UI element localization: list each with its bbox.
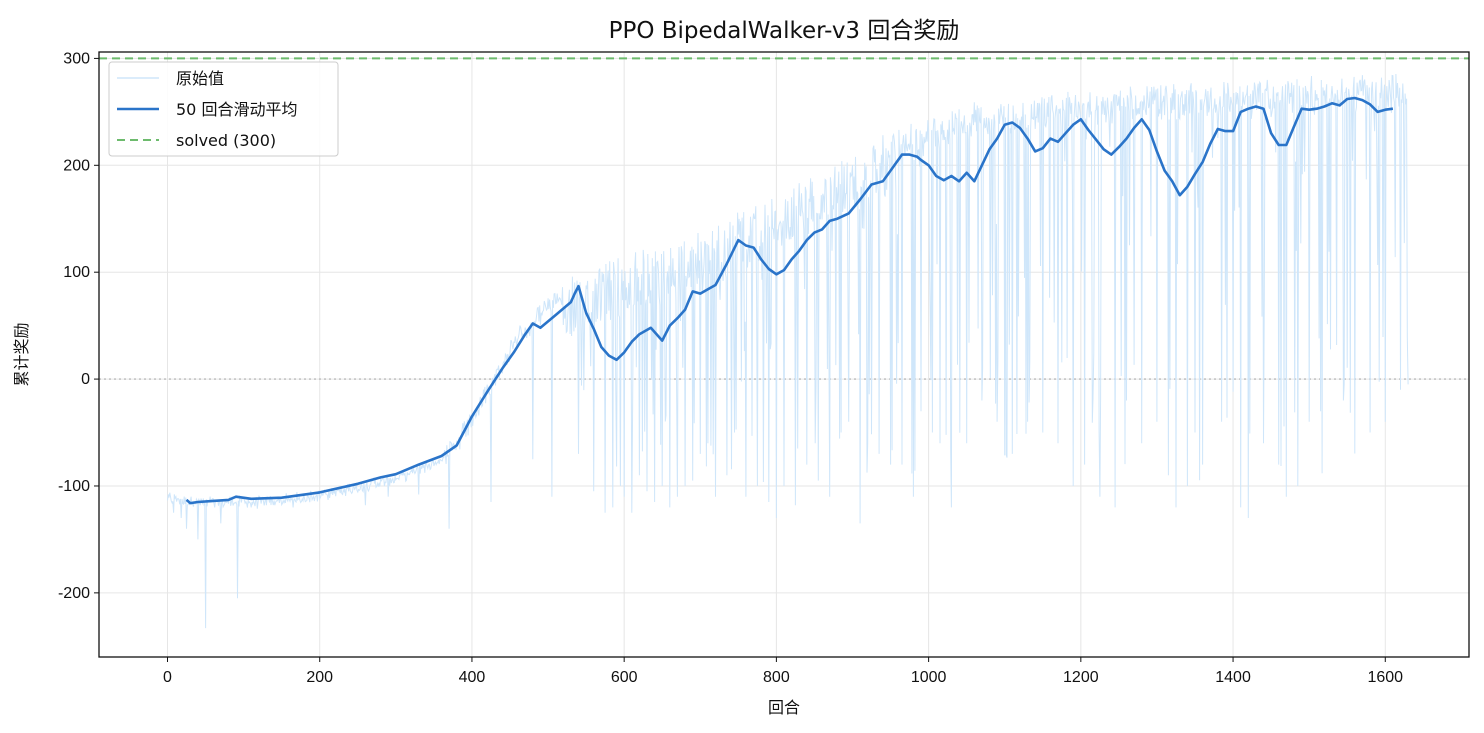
moving-average-series bbox=[185, 96, 1394, 505]
moving-average-line bbox=[185, 96, 1394, 505]
x-tick-label: 600 bbox=[611, 669, 638, 686]
raw-series bbox=[167, 73, 1409, 629]
y-tick-label: 100 bbox=[63, 264, 90, 281]
x-tick-label: 200 bbox=[306, 669, 333, 686]
x-tick-label: 1400 bbox=[1215, 669, 1251, 686]
y-tick-label: 0 bbox=[81, 371, 90, 388]
x-tick-label: 1600 bbox=[1367, 669, 1403, 686]
x-tick-label: 800 bbox=[763, 669, 790, 686]
y-tick-label: -200 bbox=[58, 585, 90, 602]
legend-label-raw: 原始值 bbox=[176, 69, 224, 88]
y-tick-label: 200 bbox=[63, 157, 90, 174]
legend-label-moving-average: 50 回合滑动平均 bbox=[176, 100, 297, 119]
plot-frame bbox=[98, 51, 1470, 658]
x-tick-label: 0 bbox=[163, 669, 172, 686]
x-tick-label: 1200 bbox=[1063, 669, 1099, 686]
legend: 原始值 50 回合滑动平均 solved (300) bbox=[108, 61, 339, 157]
raw-reward-line bbox=[167, 73, 1409, 629]
y-tick-label: 300 bbox=[63, 50, 90, 67]
x-axis-label: 回合 bbox=[768, 698, 800, 717]
legend-label-solved: solved (300) bbox=[176, 131, 276, 150]
y-axis-label: 累计奖励 bbox=[12, 322, 31, 386]
x-axis-ticks: 0 200 400 600 800 1000 1200 1400 1600 bbox=[163, 657, 1403, 686]
legend-box bbox=[108, 61, 339, 157]
x-tick-label: 1000 bbox=[911, 669, 947, 686]
chart-title: PPO BipedalWalker-v3 回合奖励 bbox=[609, 18, 960, 44]
x-tick-label: 400 bbox=[459, 669, 486, 686]
y-tick-label: -100 bbox=[58, 478, 90, 495]
y-axis-ticks: 300 200 100 0 -100 -200 bbox=[58, 50, 99, 602]
